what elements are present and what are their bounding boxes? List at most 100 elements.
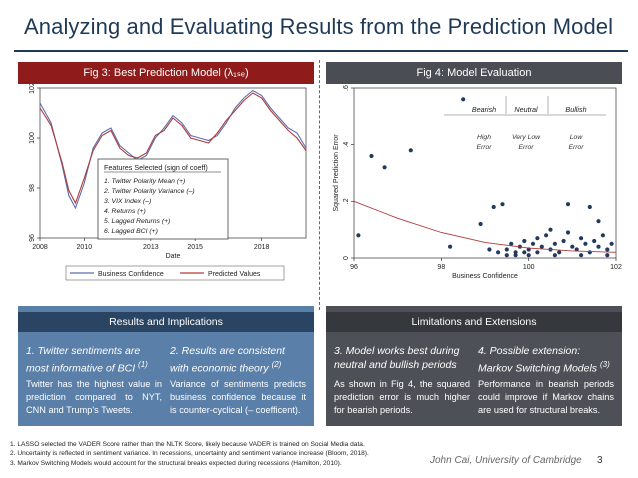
- regime-note: High: [477, 134, 491, 141]
- fig4-plot-frame: [353, 87, 617, 259]
- scatter-point: [535, 250, 540, 255]
- footnote-ref: (3): [599, 360, 610, 369]
- footnote-ref: (1): [138, 360, 148, 369]
- footnote-1: 1. LASSO selected the VADER Score rather…: [10, 441, 365, 448]
- regime-note: Error: [476, 144, 492, 151]
- scatter-point: [509, 241, 514, 246]
- x-axis-label: Business Confidence: [452, 273, 518, 280]
- y-tick-label: .4: [343, 142, 350, 148]
- fig3-panel: 96 98 100 102 2008 2010 2013 2015 2018 Date Featu…: [18, 62, 314, 290]
- slide-title: Analyzing and Evaluating Results from th…: [24, 14, 614, 39]
- scatter-point: [461, 97, 466, 102]
- scatter-point: [609, 241, 614, 246]
- x-tick-label: 2010: [77, 244, 93, 251]
- fig3-chart: 96 98 100 102 2008 2010 2013 2015 2018 Date Featu…: [29, 82, 307, 281]
- scatter-point: [605, 247, 610, 252]
- series-line-business-confidence: [39, 89, 307, 210]
- limitations-section: Limitations and Extensions 3. Model work…: [326, 306, 622, 426]
- result-item-1: 1. Twitter sentiments are most informati…: [26, 344, 162, 417]
- results-section: Results and Implications 1. Twitter sent…: [18, 306, 314, 426]
- fig4-title: Fig 4: Model Evaluation: [326, 62, 622, 84]
- limitation-item-4: 4. Possible extension: Markov Switching …: [478, 344, 614, 417]
- scatter-point: [574, 247, 579, 252]
- fig3-legend: [65, 265, 285, 281]
- features-title: Features Selected (sign of coeff): [104, 163, 208, 172]
- footnotes: 1. LASSO selected the VADER Score rather…: [10, 440, 369, 468]
- feature-item: 5. Lagged Returns (+): [104, 218, 170, 225]
- regime-note: Low: [570, 134, 584, 141]
- scatter-point: [552, 253, 557, 258]
- y-tick-label: 0: [343, 256, 350, 260]
- x-tick-label: 98: [437, 264, 445, 271]
- scatter-point: [565, 202, 571, 207]
- scatter-point: [570, 244, 575, 249]
- scatter-point: [369, 153, 374, 159]
- x-tick-label: 96: [350, 264, 358, 271]
- footnote-2: 2. Uncertainty is reflected in sentiment…: [10, 450, 369, 458]
- result-item-body: Twitter has the highest value in predict…: [26, 379, 162, 415]
- author: John Cai, University of Cambridge: [430, 455, 582, 466]
- y-tick-label: 98: [29, 184, 36, 192]
- scatter-point: [592, 238, 597, 244]
- scatter-point: [500, 202, 505, 207]
- fig4-panel: 0 .2 .4 .6 96 98 100 102 Business Confidence Squa…: [326, 62, 622, 290]
- scatter-point: [513, 253, 518, 258]
- scatter-point: [478, 221, 483, 227]
- scatter-point: [583, 241, 588, 246]
- result-item-body: Variance of sentiments predicts business…: [170, 379, 306, 415]
- feature-item: 4. Returns (+): [104, 208, 146, 215]
- scatter-point: [526, 253, 531, 258]
- vertical-divider: [319, 60, 320, 310]
- limitation-item-body: Performance in bearish periods could imp…: [478, 379, 614, 415]
- x-tick-label: 2013: [143, 244, 159, 251]
- limitation-item-3: 3. Model works best during neutral and b…: [334, 344, 470, 417]
- scatter-point: [561, 238, 566, 244]
- x-tick-label: 2015: [187, 244, 203, 251]
- scatter-point: [513, 250, 518, 255]
- scatter-point: [530, 241, 536, 246]
- scatter-point: [605, 253, 610, 258]
- feature-item: 1. Twitter Polarity Mean (+): [104, 178, 185, 185]
- series-line-predicted-values: [39, 92, 307, 205]
- scatter-point: [504, 253, 509, 258]
- feature-item: 6. Lagged BCI (+): [104, 228, 158, 235]
- result-item-heading-text: 1. Twitter sentiments are most informati…: [26, 345, 141, 375]
- footnote-ref: (2): [271, 360, 282, 369]
- limitation-item-heading: 4. Possible extension: Markov Switching …: [478, 344, 614, 375]
- y-tick-label: .2: [343, 198, 350, 204]
- y-tick-label: 96: [29, 234, 36, 242]
- legend-predicted-values: Predicted Values: [208, 271, 261, 278]
- scatter-point: [600, 233, 605, 238]
- y-tick-label: 100: [29, 132, 36, 144]
- limitations-header: Limitations and Extensions: [326, 312, 622, 332]
- feature-item: 2. Twitter Polarity Variance (–): [103, 188, 195, 195]
- limitation-item-heading-text: 4. Possible extension: Markov Switching …: [478, 345, 598, 375]
- y-tick-label: 102: [29, 82, 36, 94]
- result-item-heading: 1. Twitter sentiments are most informati…: [26, 344, 162, 375]
- scatter-point: [491, 204, 496, 210]
- legend-business-confidence: Business Confidence: [98, 271, 164, 278]
- x-tick-label: 100: [523, 264, 535, 271]
- regime-bearish: Bearish: [472, 105, 496, 114]
- limitation-item-heading: 3. Model works best during neutral and b…: [334, 344, 470, 374]
- regime-note: Very Low: [512, 134, 541, 141]
- features-box: [97, 158, 229, 240]
- regime-note: Error: [568, 144, 584, 151]
- limitation-item-body: As shown in Fig 4, the squared predictio…: [334, 379, 470, 415]
- x-tick-label: 102: [610, 264, 622, 271]
- fig4-chart: 0 .2 .4 .6 96 98 100 102 Business Confidence Squa…: [333, 85, 622, 280]
- title-rule: [14, 50, 628, 52]
- page-number: 3: [597, 455, 603, 466]
- feature-item: 3. VIX Index (–): [104, 198, 151, 205]
- limitation-item-heading-text: 3. Model works best during neutral and b…: [334, 345, 460, 371]
- footnote-3: 3. Markov Switching Models would account…: [10, 459, 342, 467]
- scatter-point: [487, 247, 492, 252]
- scatter-point: [408, 148, 413, 153]
- results-header: Results and Implications: [18, 312, 314, 332]
- scatter-point: [522, 238, 527, 244]
- scatter-point: [448, 244, 453, 249]
- scatter-point: [587, 250, 592, 255]
- y-axis-label: Squared Prediction Error: [333, 134, 340, 212]
- scatter-point: [356, 233, 361, 238]
- x-tick-label: 2008: [32, 244, 48, 251]
